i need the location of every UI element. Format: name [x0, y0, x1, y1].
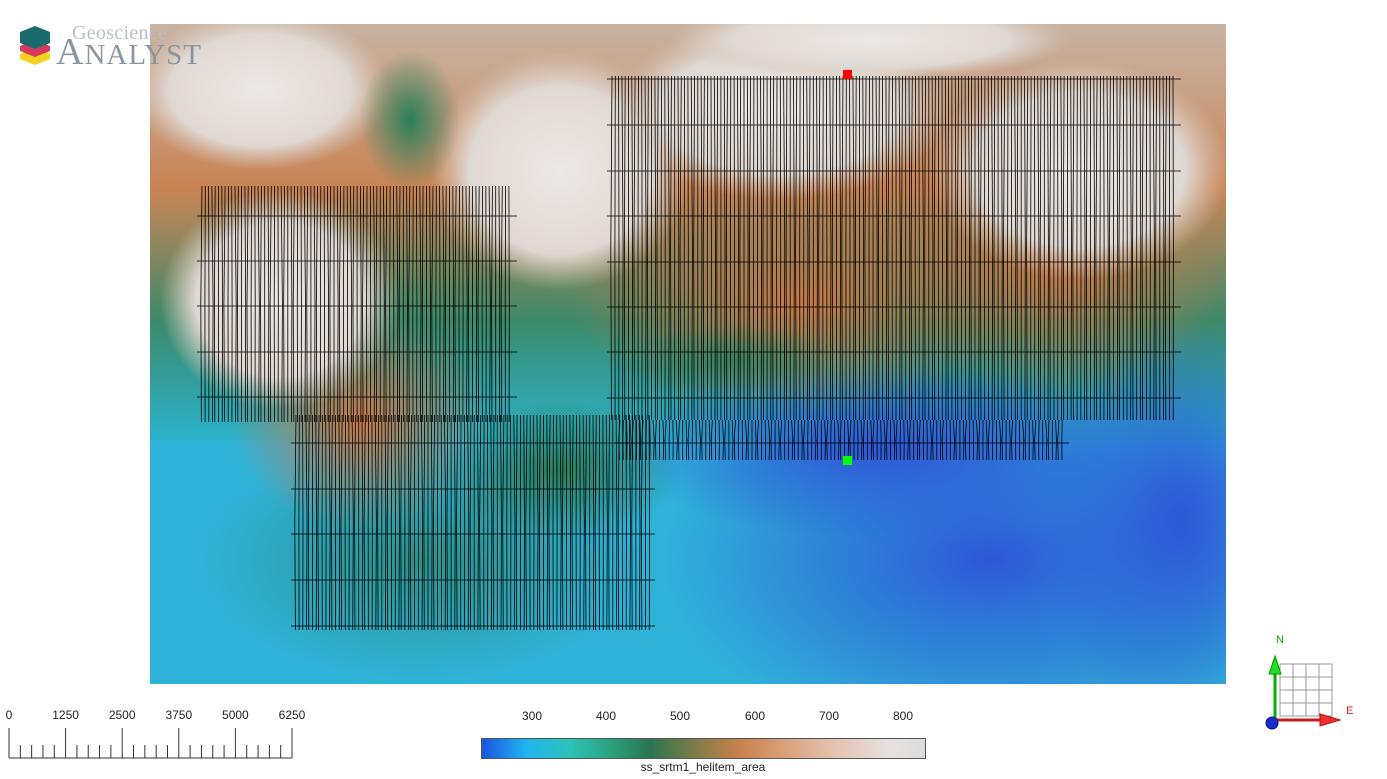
east-label: E [1346, 705, 1354, 717]
scale-bar-label: 0 [5, 708, 13, 722]
elevation-colorbar [481, 738, 926, 759]
layers-logo-icon [20, 26, 50, 65]
north-label: N [1276, 634, 1284, 646]
scale-bar-label: 6250 [278, 708, 306, 722]
scale-bar-label: 2500 [108, 708, 136, 722]
scale-bar [8, 728, 293, 759]
start-marker[interactable] [843, 70, 852, 79]
colorbar-title: ss_srtm1_helitem_area [640, 760, 766, 774]
colorbar-tick-label: 700 [818, 709, 840, 723]
app-logo: Geoscience ANALYST [18, 22, 218, 73]
up-axis-icon [1265, 716, 1279, 730]
colorbar-tick-label: 500 [669, 709, 691, 723]
logo-text-top: Geoscience [72, 22, 168, 44]
colorbar-tick-label: 800 [892, 709, 914, 723]
colorbar-tick-label: 600 [744, 709, 766, 723]
colorbar-tick-label: 400 [595, 709, 617, 723]
logo-text-main: ANALYST [56, 31, 202, 73]
scale-bar-label: 3750 [165, 708, 193, 722]
survey-flight-lines [197, 75, 1181, 631]
scale-bar-label: 1250 [52, 708, 79, 722]
scale-bar-label: 5000 [222, 708, 249, 722]
compass-grid [1279, 663, 1333, 717]
orientation-compass[interactable]: N E [1258, 632, 1368, 742]
east-arrow-icon [1275, 713, 1342, 727]
colorbar-tick-label: 300 [521, 709, 543, 723]
end-marker[interactable] [843, 456, 852, 465]
north-arrow-icon [1268, 654, 1282, 720]
